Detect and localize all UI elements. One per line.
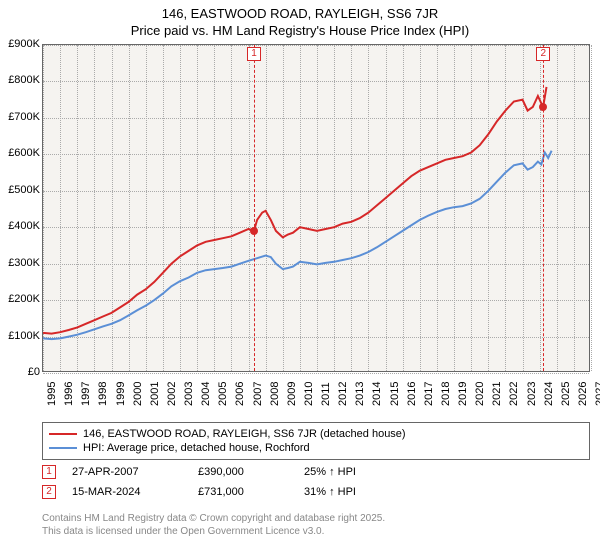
y-tick-label: £600K: [8, 147, 40, 159]
x-tick-label: 1998: [97, 382, 109, 406]
x-tick-label: 2019: [457, 382, 469, 406]
sale-pct: 25% ↑ HPI: [304, 466, 394, 478]
y-tick-label: £900K: [8, 38, 40, 50]
sale-badge-on-chart: 1: [247, 47, 261, 61]
x-tick-label: 2023: [526, 382, 538, 406]
chart-title: 146, EASTWOOD ROAD, RAYLEIGH, SS6 7JR: [0, 0, 600, 21]
x-tick-label: 2017: [423, 382, 435, 406]
footnote: Contains HM Land Registry data © Crown c…: [42, 512, 385, 538]
y-tick-label: £400K: [8, 220, 40, 232]
sale-vertical-line: [254, 45, 255, 371]
x-tick-label: 2011: [320, 382, 332, 406]
x-tick-label: 2016: [406, 382, 418, 406]
legend: 146, EASTWOOD ROAD, RAYLEIGH, SS6 7JR (d…: [42, 422, 590, 460]
x-tick-label: 1997: [80, 382, 92, 406]
gridline-v: [591, 45, 592, 371]
x-tick-label: 2009: [286, 382, 298, 406]
x-tick-label: 1996: [63, 382, 75, 406]
x-tick-label: 2012: [337, 382, 349, 406]
legend-swatch: [49, 433, 77, 435]
gridline-h: [43, 373, 589, 374]
y-tick-label: £100K: [8, 330, 40, 342]
x-tick-label: 2003: [183, 382, 195, 406]
line-plot-svg: [43, 45, 591, 373]
sale-point: [250, 227, 258, 235]
sale-point: [539, 103, 547, 111]
sales-table: 1 27-APR-2007 £390,000 25% ↑ HPI 2 15-MA…: [42, 462, 590, 502]
sale-badge: 1: [42, 465, 56, 479]
sale-pct: 31% ↑ HPI: [304, 486, 394, 498]
legend-item-hpi: HPI: Average price, detached house, Roch…: [49, 441, 583, 455]
y-tick-label: £200K: [8, 293, 40, 305]
y-tick-label: £500K: [8, 184, 40, 196]
x-tick-label: 2025: [560, 382, 572, 406]
x-tick-label: 2002: [166, 382, 178, 406]
x-tick-label: 2005: [217, 382, 229, 406]
x-tick-label: 2000: [132, 382, 144, 406]
legend-swatch: [49, 447, 77, 449]
x-tick-label: 2018: [440, 382, 452, 406]
x-tick-label: 2022: [508, 382, 520, 406]
x-tick-label: 2024: [543, 382, 555, 406]
footnote-line: Contains HM Land Registry data © Crown c…: [42, 512, 385, 525]
sale-date: 15-MAR-2024: [72, 486, 182, 498]
x-tick-label: 2026: [577, 382, 589, 406]
footnote-line: This data is licensed under the Open Gov…: [42, 525, 385, 538]
chart-subtitle: Price paid vs. HM Land Registry's House …: [0, 21, 600, 38]
sale-vertical-line: [543, 45, 544, 371]
sale-row: 1 27-APR-2007 £390,000 25% ↑ HPI: [42, 462, 590, 482]
sale-price: £731,000: [198, 486, 288, 498]
x-tick-label: 2015: [389, 382, 401, 406]
x-tick-label: 1999: [115, 382, 127, 406]
x-tick-label: 2010: [303, 382, 315, 406]
chart-container: 146, EASTWOOD ROAD, RAYLEIGH, SS6 7JR Pr…: [0, 0, 600, 560]
x-tick-label: 2006: [234, 382, 246, 406]
sale-price: £390,000: [198, 466, 288, 478]
sale-badge: 2: [42, 485, 56, 499]
x-tick-label: 1995: [46, 382, 58, 406]
sale-date: 27-APR-2007: [72, 466, 182, 478]
plot-area: 12: [42, 44, 590, 372]
x-tick-label: 2001: [149, 382, 161, 406]
x-tick-label: 2007: [252, 382, 264, 406]
series-line: [43, 151, 552, 339]
y-tick-label: £300K: [8, 257, 40, 269]
x-tick-label: 2020: [474, 382, 486, 406]
legend-label: 146, EASTWOOD ROAD, RAYLEIGH, SS6 7JR (d…: [83, 428, 406, 440]
sale-row: 2 15-MAR-2024 £731,000 31% ↑ HPI: [42, 482, 590, 502]
sale-badge-on-chart: 2: [536, 47, 550, 61]
x-tick-label: 2021: [491, 382, 503, 406]
x-tick-label: 2004: [200, 382, 212, 406]
x-tick-label: 2027: [594, 382, 600, 406]
x-tick-label: 2013: [354, 382, 366, 406]
legend-label: HPI: Average price, detached house, Roch…: [83, 442, 310, 454]
y-tick-label: £0: [28, 366, 40, 378]
x-tick-label: 2008: [269, 382, 281, 406]
legend-item-price-paid: 146, EASTWOOD ROAD, RAYLEIGH, SS6 7JR (d…: [49, 427, 583, 441]
y-tick-label: £700K: [8, 111, 40, 123]
series-line: [43, 87, 547, 334]
y-tick-label: £800K: [8, 74, 40, 86]
x-tick-label: 2014: [371, 382, 383, 406]
